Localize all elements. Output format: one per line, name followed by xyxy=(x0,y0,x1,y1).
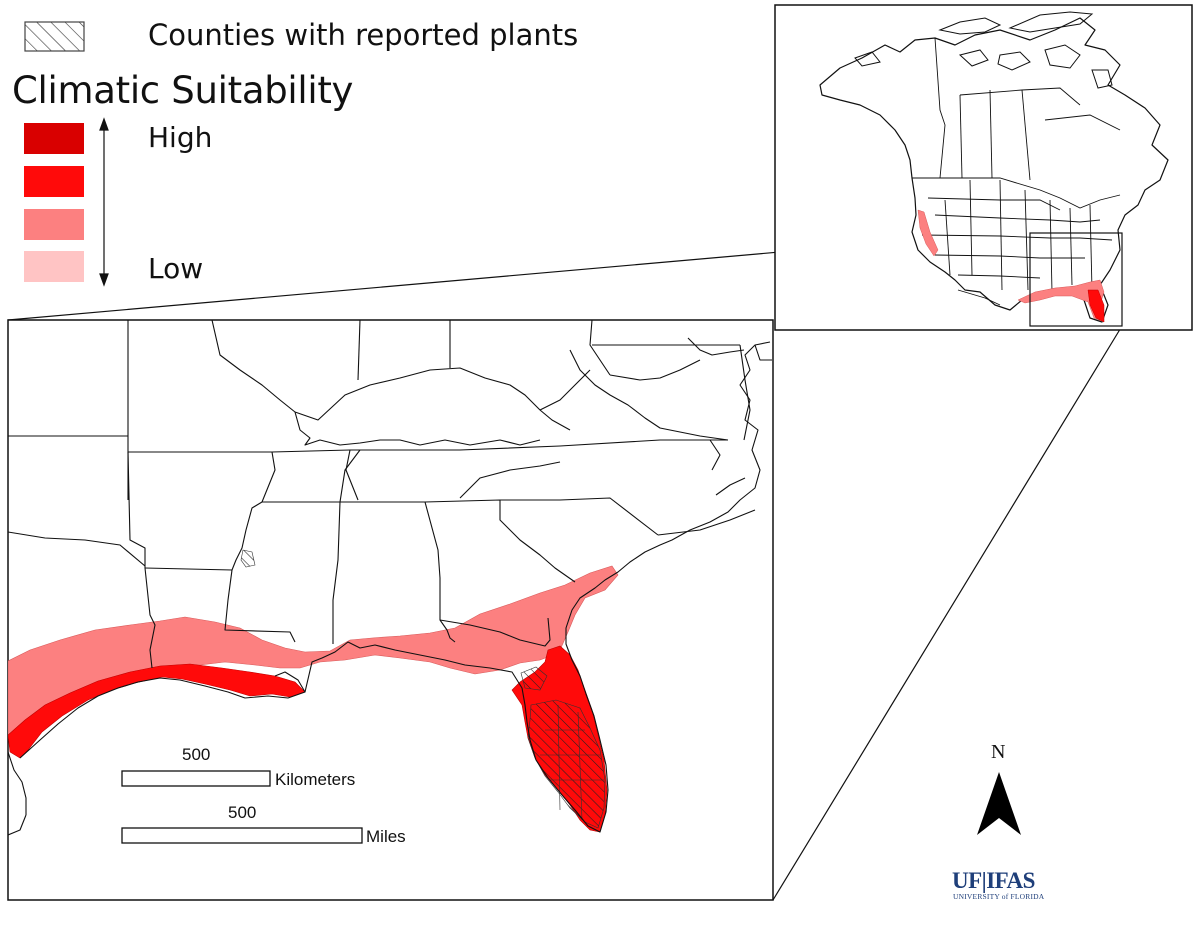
north-arrow-icon xyxy=(977,772,1021,835)
zoom-connector-lines xyxy=(7,239,1123,901)
scale-bar-miles xyxy=(121,827,363,844)
scale-mi-unit: Miles xyxy=(366,827,406,846)
legend-title: Climatic Suitability xyxy=(12,69,354,112)
scale-bar-km xyxy=(121,770,271,787)
state-boundaries xyxy=(8,320,756,669)
scale-bar xyxy=(121,770,363,844)
inset-boundaries xyxy=(912,37,1121,306)
southeast-us-map xyxy=(7,319,774,901)
legend-hatch-swatch xyxy=(24,21,85,52)
legend-swatch-high xyxy=(24,123,84,154)
legend-gradient-arrow xyxy=(99,117,109,287)
north-label: N xyxy=(991,741,1006,763)
scale-mi-value: 500 xyxy=(228,803,257,822)
coastline xyxy=(8,341,772,836)
study-area-extent-box xyxy=(1029,232,1123,327)
scale-km-value: 500 xyxy=(182,745,211,764)
legend-high-label: High xyxy=(148,121,213,154)
legend-low-label: Low xyxy=(148,252,204,285)
legend-hatch-label: Counties with reported plants xyxy=(148,18,579,52)
uf-ifas-logo: UF|IFAS xyxy=(952,868,1035,893)
arctic-islands xyxy=(854,11,1113,89)
uf-ifas-logo-subtitle: UNIVERSITY of FLORIDA xyxy=(953,892,1045,901)
north-america-inset-map xyxy=(774,4,1193,331)
inset-suitability-california xyxy=(917,209,939,257)
legend-swatch-mid-low xyxy=(24,209,84,240)
legend xyxy=(24,21,109,287)
legend-swatch-low xyxy=(24,251,84,282)
reported-counties xyxy=(240,549,606,829)
suitability-zone-high-gulf xyxy=(8,663,306,759)
scale-km-unit: Kilometers xyxy=(275,770,356,789)
legend-swatch-mid-high xyxy=(24,166,84,197)
inset-suitability-florida xyxy=(1087,289,1105,323)
north-america-outline xyxy=(819,17,1169,323)
